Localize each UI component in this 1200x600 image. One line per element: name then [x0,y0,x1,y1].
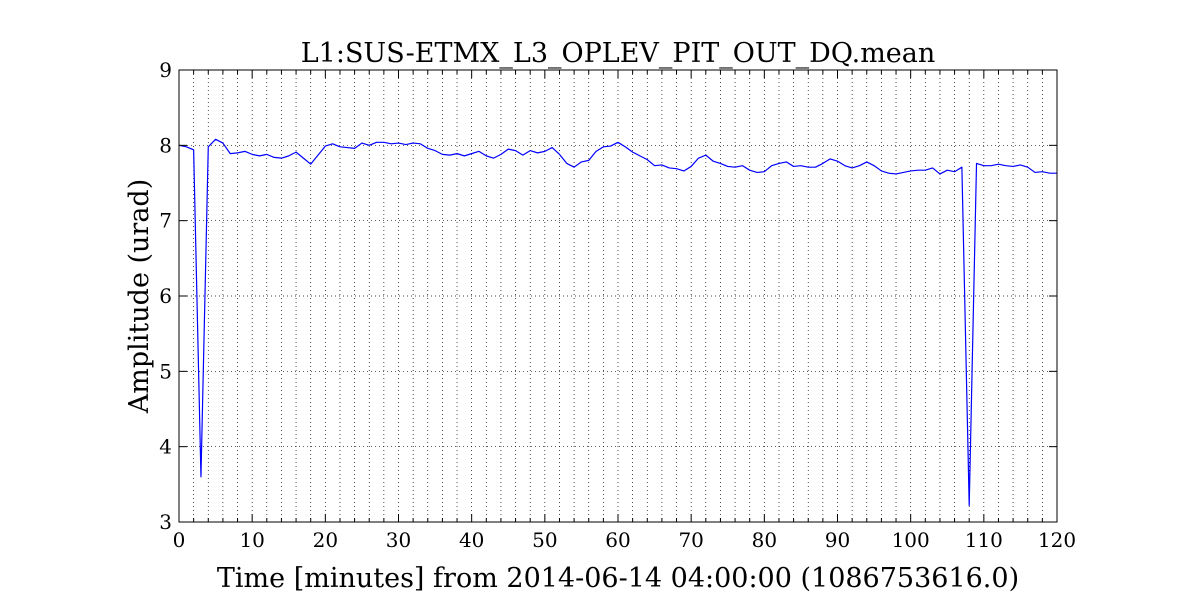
x-tick-label: 60 [605,528,630,552]
x-axis-label: Time [minutes] from 2014-06-14 04:00:00 … [217,563,1019,594]
x-tick-label: 80 [752,528,777,552]
y-axis-label: Amplitude (urad) [124,179,155,414]
y-tick-label: 4 [159,435,172,459]
x-tick-label: 50 [532,528,557,552]
x-tick-label: 90 [825,528,850,552]
grid-lines [179,70,1057,522]
chart-title: L1:SUS-ETMX_L3_OPLEV_PIT_OUT_DQ.mean [301,38,936,69]
y-tick-label: 3 [159,510,172,534]
x-tick-label: 40 [459,528,484,552]
x-tick-label: 100 [892,528,930,552]
x-tick-label: 110 [965,528,1003,552]
series-line [178,138,1057,507]
x-tick-label: 0 [173,528,186,552]
y-tick-labels: 3 4 5 6 7 8 9 [159,58,172,534]
y-tick-label: 8 [159,133,172,157]
y-tick-label: 5 [159,359,172,383]
x-tick-label: 120 [1038,528,1076,552]
x-tick-labels: 0 10 20 30 40 50 60 70 80 90 100 110 120 [173,528,1076,552]
x-tick-label: 10 [239,528,264,552]
y-tick-label: 9 [159,58,172,82]
y-tick-label: 7 [159,209,172,233]
y-tick-label: 6 [159,284,172,308]
x-tick-label: 20 [313,528,338,552]
x-tick-label: 70 [678,528,703,552]
x-tick-label: 30 [386,528,411,552]
series-group [178,138,1057,507]
tick-marks [178,69,1058,523]
